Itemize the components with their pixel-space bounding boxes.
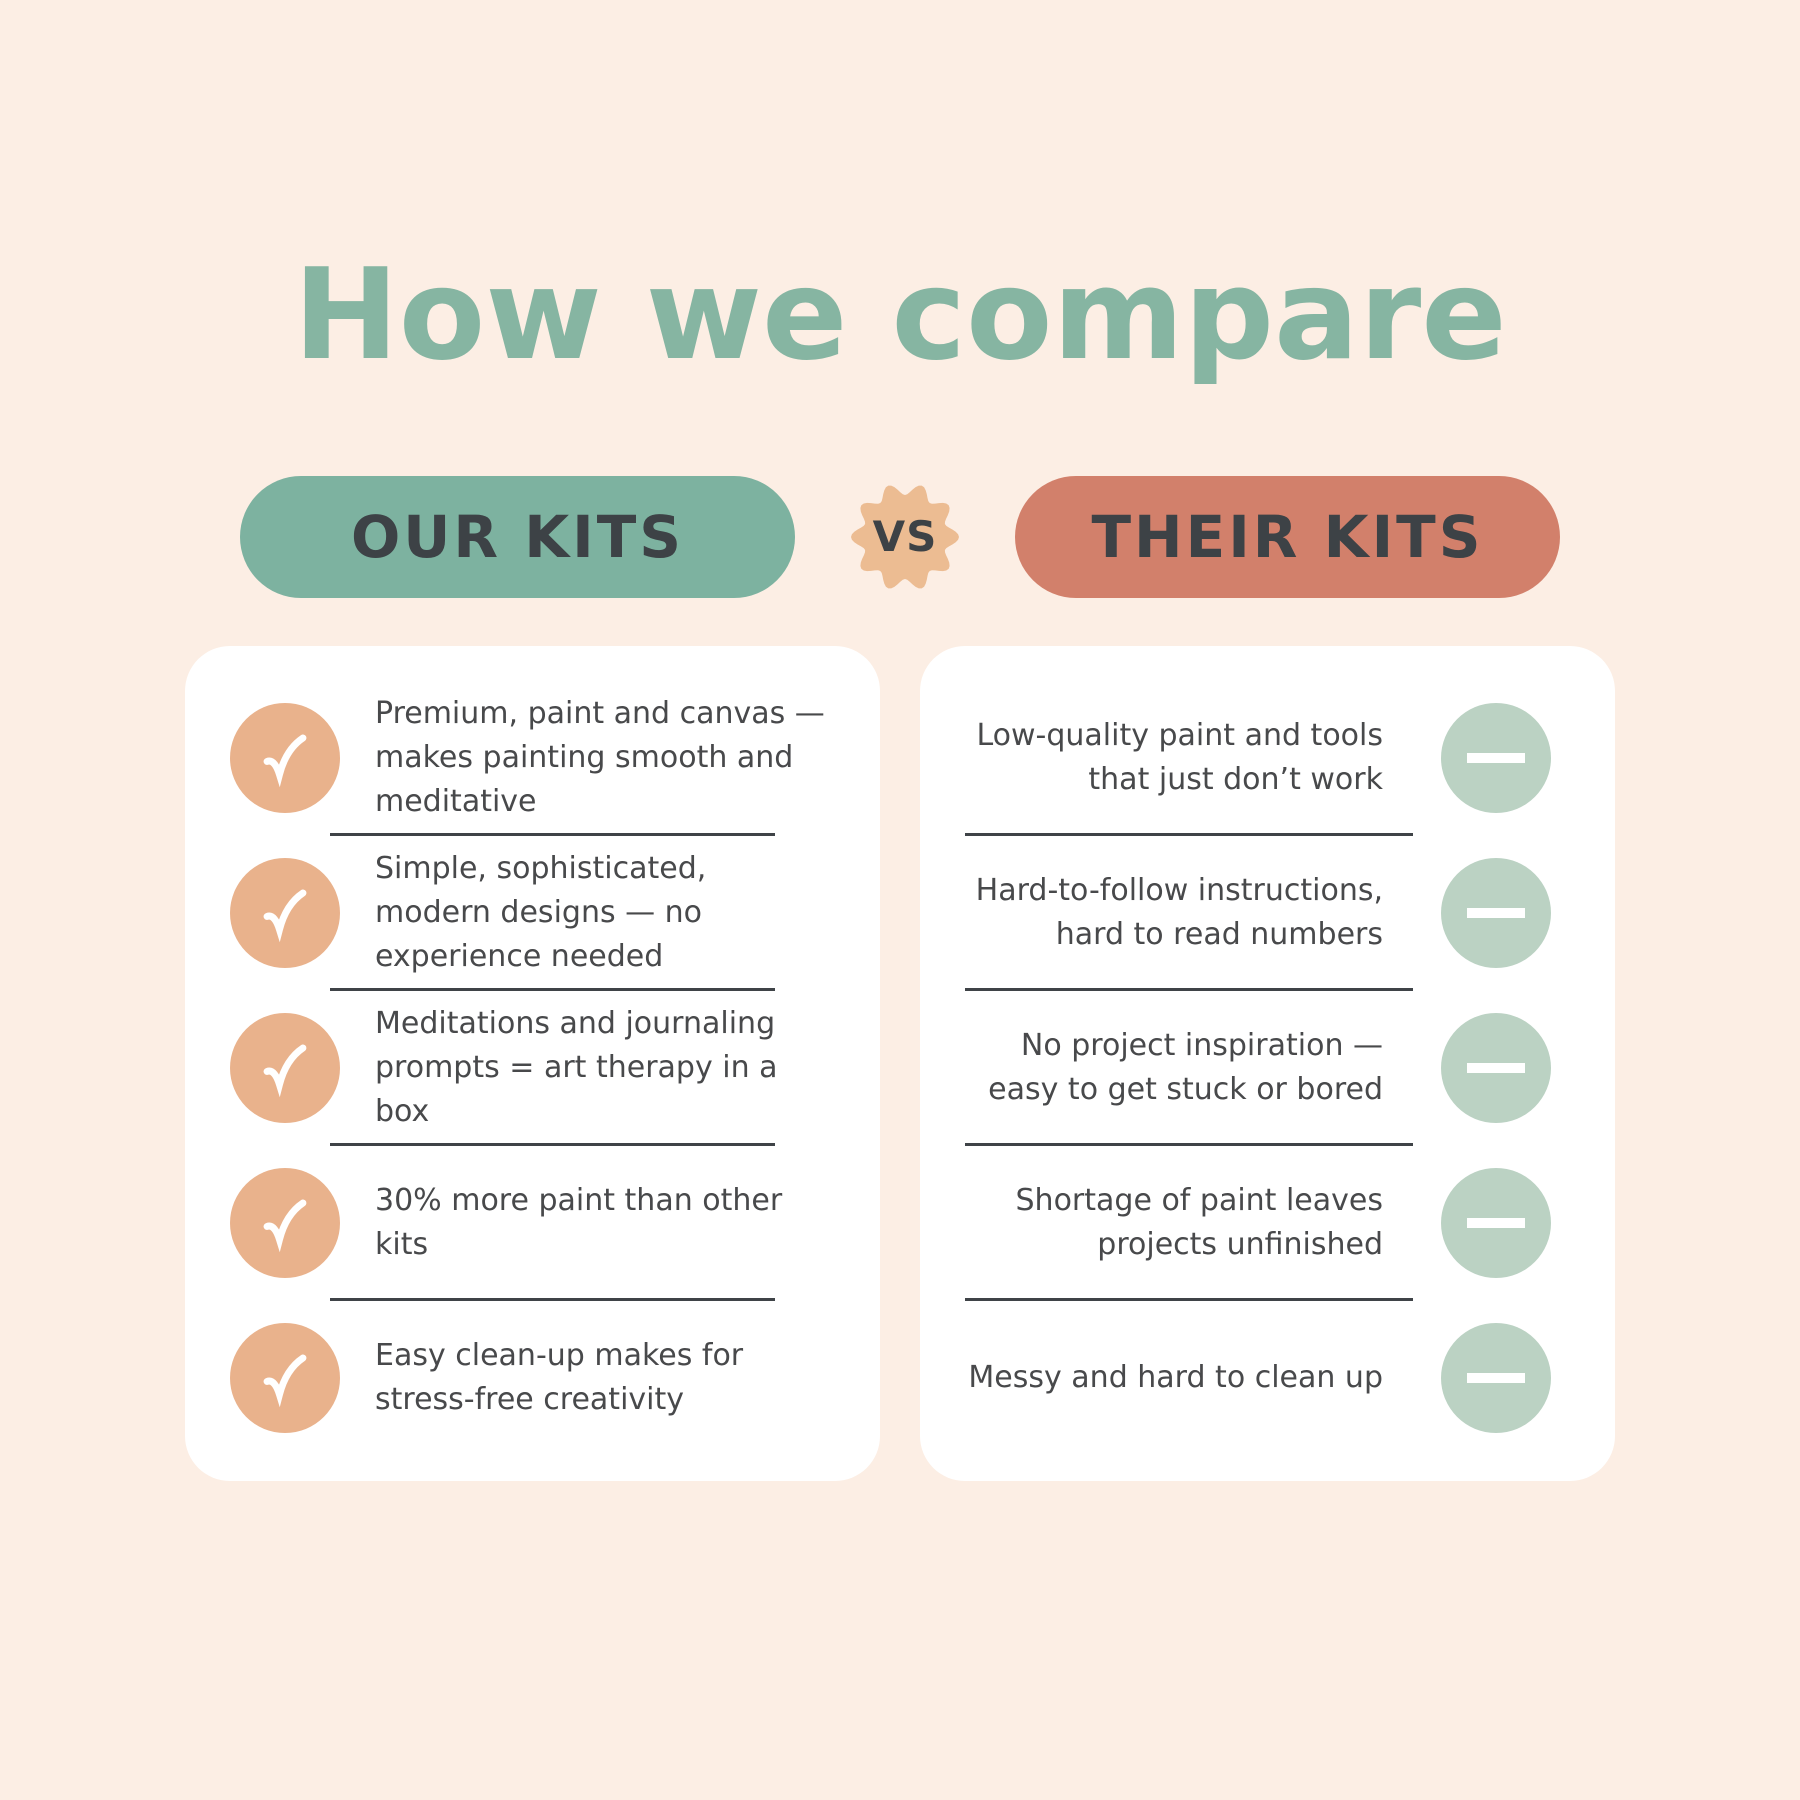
vs-label: VS <box>872 512 938 562</box>
minus-icon <box>1441 1323 1551 1434</box>
header-pills-row: OUR KITS VS THEIR KITS <box>0 475 1800 598</box>
item-text: 30% more paint than other kits <box>375 1183 783 1263</box>
item-text: Simple, sophisticated, modern designs — … <box>375 851 707 975</box>
comparison-row: Easy clean-up makes for stress-free crea… <box>185 1301 880 1456</box>
comparison-row: Simple, sophisticated, modern designs — … <box>185 836 880 991</box>
check-icon <box>230 858 340 969</box>
our-kits-pill: OUR KITS <box>240 475 795 598</box>
comparison-row: Hard-to-follow instructions, hard to rea… <box>920 836 1615 991</box>
item-text: Meditations and journaling prompts = art… <box>375 1006 778 1130</box>
our-kits-card: Premium, paint and canvas — makes painti… <box>185 645 880 1481</box>
check-icon <box>230 703 340 814</box>
comparison-row: 30% more paint than other kits <box>185 1146 880 1301</box>
item-text: Hard-to-follow instructions, hard to rea… <box>975 873 1383 953</box>
comparison-row: Premium, paint and canvas — makes painti… <box>185 681 880 836</box>
minus-icon <box>1441 1013 1551 1124</box>
check-icon <box>230 1168 340 1279</box>
item-text: Messy and hard to clean up <box>968 1360 1383 1396</box>
comparison-row: Meditations and journaling prompts = art… <box>185 991 880 1146</box>
comparison-row: Shortage of paint leaves projects unfini… <box>920 1146 1615 1301</box>
item-text: Shortage of paint leaves projects unfini… <box>1015 1183 1383 1263</box>
item-text: Premium, paint and canvas — makes painti… <box>375 696 825 820</box>
comparison-row: No project inspiration — easy to get stu… <box>920 991 1615 1146</box>
minus-icon <box>1441 858 1551 969</box>
their-kits-pill-label: THEIR KITS <box>1091 502 1484 571</box>
minus-icon <box>1441 1168 1551 1279</box>
cards-row: Premium, paint and canvas — makes painti… <box>0 645 1800 1481</box>
their-kits-pill: THEIR KITS <box>1015 475 1560 598</box>
item-text: Low-quality paint and tools that just do… <box>976 718 1383 798</box>
comparison-row: Messy and hard to clean up <box>920 1301 1615 1456</box>
their-kits-rows: Low-quality paint and tools that just do… <box>920 681 1615 1456</box>
our-kits-rows: Premium, paint and canvas — makes painti… <box>185 681 880 1456</box>
their-kits-card: Low-quality paint and tools that just do… <box>920 645 1615 1481</box>
check-icon <box>230 1013 340 1124</box>
check-icon <box>230 1323 340 1434</box>
item-text: Easy clean-up makes for stress-free crea… <box>375 1338 744 1418</box>
item-text: No project inspiration — easy to get stu… <box>988 1028 1383 1108</box>
minus-icon <box>1441 703 1551 814</box>
our-kits-pill-label: OUR KITS <box>350 502 685 571</box>
scallop-seal-icon <box>851 485 959 589</box>
page-title: How we compare <box>293 241 1507 388</box>
comparison-row: Low-quality paint and tools that just do… <box>920 681 1615 836</box>
vs-badge: VS <box>850 482 960 592</box>
